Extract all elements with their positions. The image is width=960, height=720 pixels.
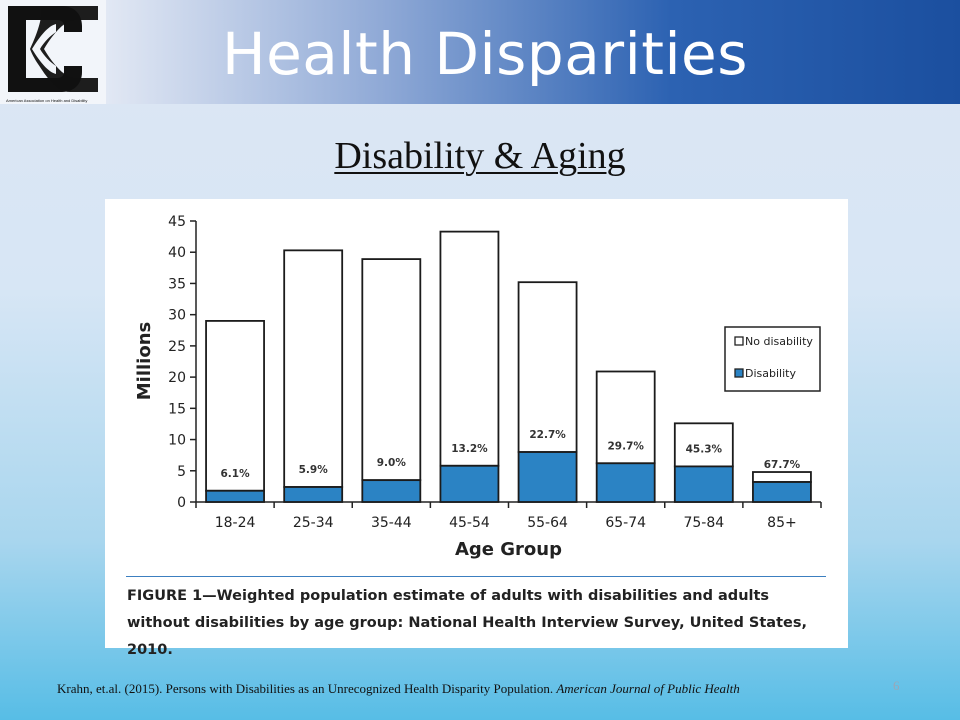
data-label: 5.9% bbox=[299, 464, 329, 476]
bar-no-disability bbox=[361, 258, 422, 482]
bar-disability bbox=[283, 486, 344, 503]
y-tick-label: 15 bbox=[168, 401, 186, 417]
bar-no-disability bbox=[517, 281, 578, 453]
legend-swatch-disability bbox=[734, 368, 744, 378]
slide-title: Health Disparities bbox=[222, 20, 748, 88]
slide-number: 6 bbox=[893, 678, 900, 693]
x-axis-title: Age Group bbox=[455, 539, 562, 560]
y-tick-label: 45 bbox=[168, 214, 186, 230]
subtitle-text: Disability & Aging bbox=[334, 135, 626, 177]
header-banner: American Association on Health and Disab… bbox=[0, 0, 960, 104]
caption-divider bbox=[126, 576, 826, 577]
y-tick-label: 40 bbox=[168, 245, 186, 261]
bar-disability bbox=[752, 481, 812, 503]
bar-disability bbox=[361, 479, 422, 503]
stacked-bar-chart: 0 5 10 15 20 25 30 35 40 45 6.1% 18-24 5.9% 25-34 9.0%… bbox=[134, 214, 822, 560]
bar-no-disability bbox=[439, 230, 500, 467]
legend-swatch-no-disability bbox=[734, 336, 744, 346]
aahd-logo: American Association on Health and Disab… bbox=[0, 0, 106, 104]
x-tick-label: 75-84 bbox=[683, 515, 724, 531]
data-label: 45.3% bbox=[686, 443, 723, 455]
data-label: 29.7% bbox=[607, 440, 644, 452]
x-tick-label: 85+ bbox=[767, 515, 797, 531]
y-tick-label: 10 bbox=[168, 433, 186, 449]
bar-no-disability bbox=[752, 471, 812, 483]
x-tick-label: 45-54 bbox=[449, 515, 490, 531]
y-tick-label: 5 bbox=[177, 464, 186, 480]
citation-journal: American Journal of Public Health bbox=[556, 681, 740, 696]
data-label: 9.0% bbox=[377, 457, 407, 469]
x-tick-label: 25-34 bbox=[293, 515, 334, 531]
y-tick-label: 30 bbox=[168, 308, 186, 324]
slide-subtitle: Disability & Aging bbox=[0, 134, 960, 178]
x-tick-label: 35-44 bbox=[371, 515, 412, 531]
bar-no-disability bbox=[283, 249, 344, 488]
bar-disability bbox=[595, 462, 656, 503]
citation-text: Krahn, et.al. (2015). Persons with Disab… bbox=[57, 681, 557, 696]
data-label: 13.2% bbox=[451, 443, 488, 455]
logo-caption: American Association on Health and Disab… bbox=[6, 98, 88, 103]
x-tick-label: 18-24 bbox=[215, 515, 256, 531]
y-tick-label: 25 bbox=[168, 339, 186, 355]
x-tick-label: 55-64 bbox=[527, 515, 568, 531]
bar-disability bbox=[439, 464, 500, 503]
y-tick-label: 20 bbox=[168, 370, 186, 386]
bar-no-disability bbox=[595, 370, 656, 465]
y-axis-title: Millions bbox=[134, 322, 155, 401]
figure-caption: FIGURE 1—Weighted population estimate of… bbox=[127, 588, 807, 658]
x-tick-label: 65-74 bbox=[605, 515, 646, 531]
legend-label-disability: Disability bbox=[745, 367, 796, 380]
bar-disability bbox=[673, 465, 734, 503]
bar-disability bbox=[517, 451, 578, 503]
figure-panel: 0 5 10 15 20 25 30 35 40 45 6.1% 18-24 5.9% 25-34 9.0%… bbox=[105, 199, 848, 658]
citation: Krahn, et.al. (2015). Persons with Disab… bbox=[57, 681, 740, 697]
bar-disability bbox=[205, 489, 265, 503]
y-tick-label: 0 bbox=[177, 495, 186, 511]
data-label: 6.1% bbox=[221, 468, 251, 480]
bar-no-disability bbox=[205, 320, 265, 492]
data-label: 67.7% bbox=[764, 459, 801, 471]
y-tick-label: 35 bbox=[168, 276, 186, 292]
data-label: 22.7% bbox=[529, 429, 566, 441]
legend-label-no-disability: No disability bbox=[745, 335, 813, 348]
